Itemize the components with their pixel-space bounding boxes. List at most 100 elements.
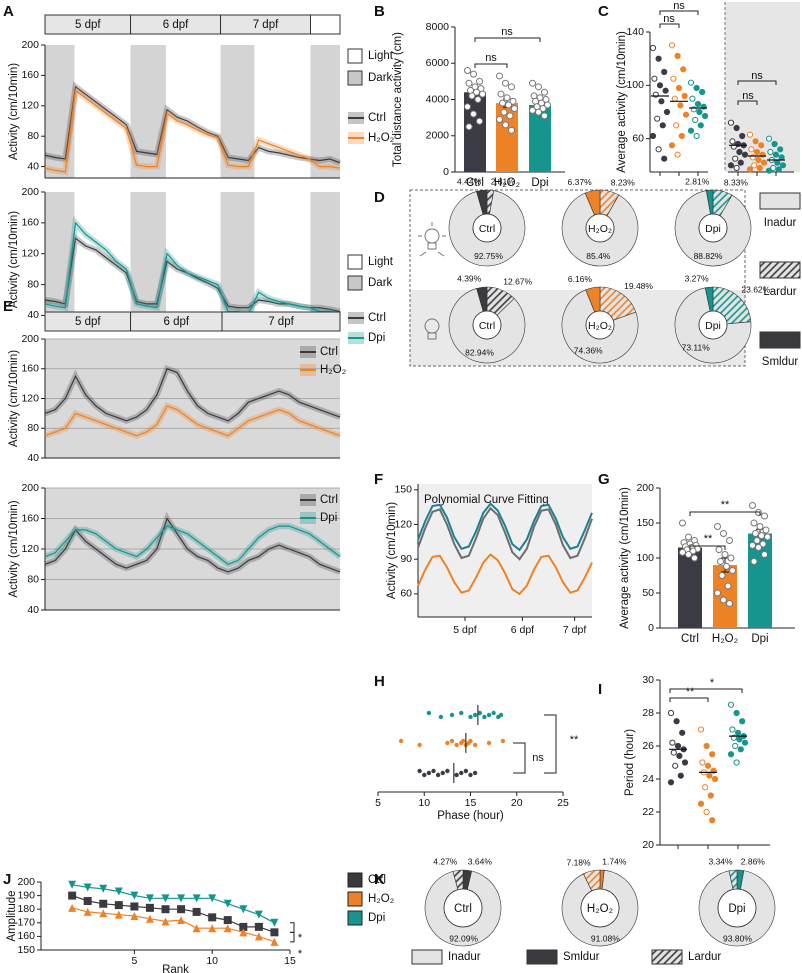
data-point <box>658 98 665 105</box>
series-line <box>44 525 341 565</box>
x-tick-label: 15 <box>284 955 296 967</box>
marker <box>208 924 217 933</box>
day-band-label: 6 dpf <box>163 19 189 31</box>
data-point <box>717 558 724 565</box>
data-point <box>765 167 773 174</box>
y-tick-label: 60 <box>400 588 412 600</box>
slice-label: 82.94% <box>465 347 494 357</box>
data-point <box>727 701 735 708</box>
data-point <box>398 738 404 744</box>
y-tick-label: 40 <box>27 309 39 321</box>
annotation: * <box>298 948 303 960</box>
data-point <box>654 115 661 122</box>
y-axis-label: Period (hour) <box>624 729 636 796</box>
significance-bracket <box>669 688 743 693</box>
series-line <box>71 907 275 943</box>
data-point <box>473 88 480 96</box>
data-point <box>736 736 743 743</box>
data-point <box>739 132 746 140</box>
series-line <box>44 221 341 315</box>
data-point <box>681 92 688 100</box>
y-tick-label: 26 <box>642 740 654 752</box>
slice-label: 8.33% <box>724 178 749 188</box>
panel-label: E <box>3 298 13 315</box>
marker <box>208 913 217 922</box>
panel-label: J <box>3 871 11 888</box>
marker <box>254 922 263 931</box>
marker <box>83 897 92 906</box>
data-point <box>529 79 536 87</box>
pie-center-label: Dpi <box>705 223 721 235</box>
marker <box>130 902 139 911</box>
y-axis-label: Average activity (cm/10min) <box>616 31 628 173</box>
marker <box>223 924 232 933</box>
data-point <box>668 42 676 49</box>
x-tick-label: 5 dpf <box>453 624 476 636</box>
y-tick-label: 200 <box>636 482 654 494</box>
data-point <box>679 729 686 736</box>
pie-center-label: H₂O₂ <box>588 223 612 235</box>
data-point <box>438 714 444 720</box>
data-point <box>505 101 512 109</box>
annotation: ** <box>686 686 695 698</box>
data-point <box>752 138 759 145</box>
data-point <box>468 772 473 778</box>
data-point <box>663 108 671 116</box>
y-axis-label: Total distance activity (cm) <box>392 32 404 167</box>
data-point <box>476 77 483 85</box>
slice-label: 93.80% <box>723 934 752 944</box>
x-tick-label: Ctrl <box>681 633 699 645</box>
legend-swatch <box>759 331 801 349</box>
data-point <box>758 532 765 540</box>
data-point <box>502 79 509 87</box>
data-point <box>476 117 483 125</box>
data-point <box>702 784 709 791</box>
y-tick-label: 120 <box>21 247 39 259</box>
data-point <box>511 105 518 113</box>
data-point <box>775 166 782 173</box>
data-point <box>674 151 681 158</box>
y-tick-label: 150 <box>394 484 412 496</box>
marker <box>99 884 108 893</box>
legend-swatch <box>347 254 363 270</box>
dark-period <box>220 45 255 178</box>
x-tick-label: 10 <box>418 797 430 809</box>
y-tick-label: 24 <box>642 773 654 785</box>
data-point <box>756 164 763 172</box>
marker <box>270 937 279 946</box>
series-line <box>44 85 341 164</box>
slice-label: 4.27% <box>433 857 458 867</box>
data-point <box>777 146 784 153</box>
panel-label: F <box>374 471 383 488</box>
data-point <box>535 83 542 91</box>
legend-label: Dpi <box>320 512 337 524</box>
data-point <box>676 752 683 760</box>
data-point <box>679 519 686 527</box>
legend-label: Dark <box>368 277 393 289</box>
data-point <box>459 770 464 776</box>
series-line <box>44 368 341 422</box>
x-tick-label: 6 dpf <box>511 624 534 636</box>
data-point <box>535 108 542 116</box>
data-point <box>703 808 710 816</box>
pie-center-label: Ctrl <box>479 320 495 332</box>
marker <box>68 880 77 889</box>
pie-center <box>698 310 728 340</box>
y-tick-label: 160 <box>21 512 39 524</box>
bar <box>464 92 486 172</box>
marker <box>161 905 170 914</box>
day-band-label: 5 dpf <box>75 316 101 328</box>
legend-swatch <box>651 949 683 965</box>
y-tick-label: 90 <box>400 553 412 565</box>
plot-background <box>418 484 592 617</box>
slice-label: 2.81% <box>491 176 516 186</box>
data-point <box>499 99 506 107</box>
y-tick-label: 40 <box>27 160 39 172</box>
data-point <box>724 582 732 590</box>
annotation: ** <box>570 734 579 746</box>
marker <box>68 903 77 912</box>
day-band <box>221 311 341 332</box>
marker <box>192 894 201 903</box>
slice-label: 7.18% <box>566 857 591 867</box>
legend-label: Light <box>368 50 394 62</box>
